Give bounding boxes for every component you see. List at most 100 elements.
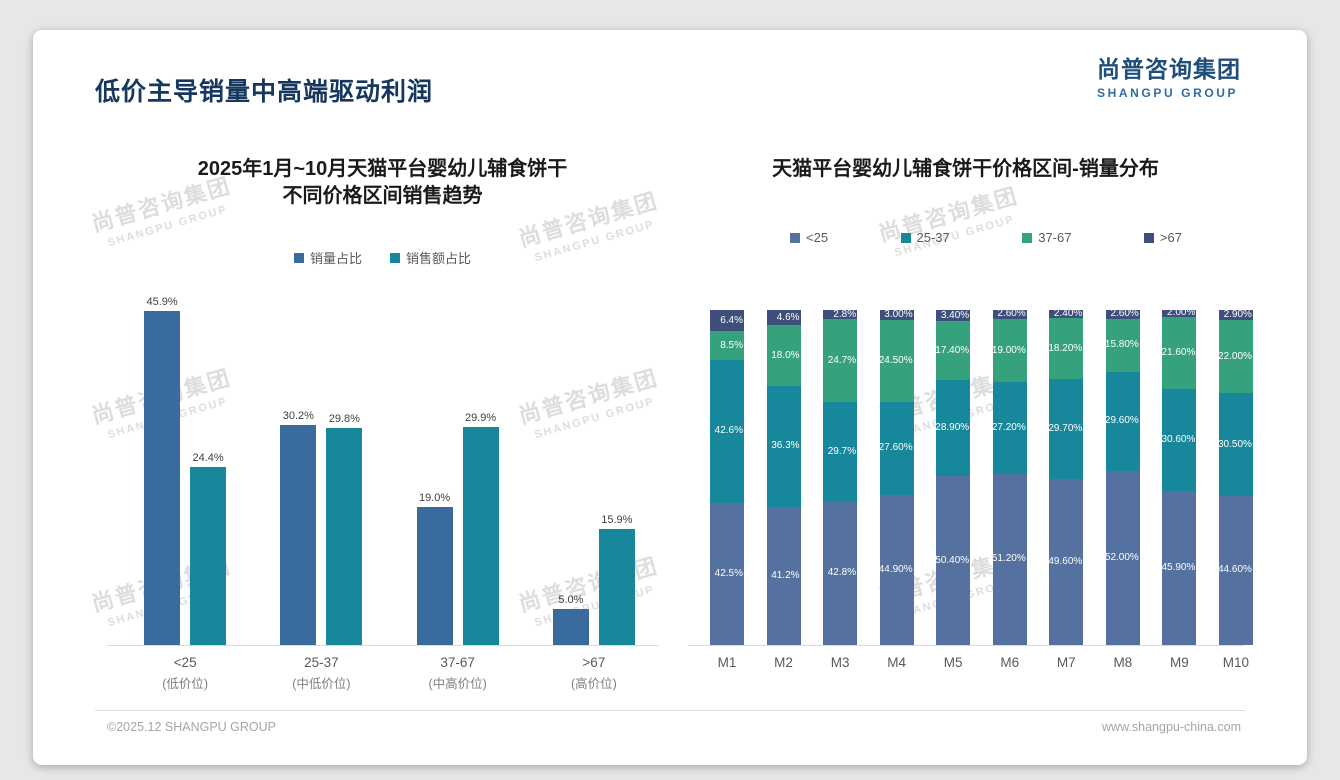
segment-label: 19.00% xyxy=(992,344,1026,356)
stacked-bar-M4: 44.90% 27.60% 24.50% 3.00% xyxy=(879,309,914,645)
x-axis-label: 25-37 (中低价位) xyxy=(253,655,389,692)
segment-label: 2.90% xyxy=(1223,308,1252,320)
legend-item-销售额占比: 销售额占比 xyxy=(390,248,471,267)
segment->67: 4.6% xyxy=(766,310,801,326)
footer-divider xyxy=(95,710,1245,711)
segment-label: 2.60% xyxy=(1110,308,1139,320)
stacked-bar-M2: 41.2% 36.3% 18.0% 4.6% xyxy=(766,310,801,645)
segment-label: 49.60% xyxy=(1049,555,1083,567)
bar-wrap: 19.0% xyxy=(416,491,453,645)
segment-25-37: 27.60% xyxy=(879,402,914,495)
bar-wrap: 45.9% xyxy=(144,295,181,645)
segment->67: 3.40% xyxy=(936,310,971,322)
bar-wrap: 5.0% xyxy=(552,593,589,645)
bar-group: 5.0% 15.9% xyxy=(526,293,662,645)
stacked-bar-M1: 42.5% 42.6% 8.5% 6.4% xyxy=(710,310,744,645)
segment-25-37: 29.7% xyxy=(823,402,858,502)
legend-label: <25 xyxy=(806,230,829,245)
segment-37-67: 24.7% xyxy=(823,319,858,403)
x-axis-label-main: 37-67 xyxy=(440,655,475,670)
segment->67: 2.8% xyxy=(823,308,858,320)
segment-label: 18.20% xyxy=(1049,342,1083,354)
segment-label: 2.40% xyxy=(1053,308,1083,320)
segment-label: 2.8% xyxy=(833,308,857,320)
bar-value-label: 19.0% xyxy=(419,491,451,504)
segment-label: 42.5% xyxy=(714,567,743,579)
legend-label: 37-67 xyxy=(1038,230,1072,245)
segment-label: 29.7% xyxy=(827,445,857,457)
legend-swatch xyxy=(1143,232,1154,243)
x-axis-label: M3 xyxy=(830,655,850,670)
segment-label: 50.40% xyxy=(936,554,970,566)
segment-37-67: 18.20% xyxy=(1049,318,1084,380)
segment-label: 24.50% xyxy=(879,355,913,367)
segment-label: 42.8% xyxy=(827,567,857,579)
x-axis-label: M2 xyxy=(774,655,793,670)
segment->67: 2.60% xyxy=(1105,308,1140,320)
x-axis-label-sub: (低价位) xyxy=(162,677,209,691)
left-chart: 2025年1月~10月天猫平台婴幼儿辅食饼干 不同价格区间销售趋势 销量占比 销售… xyxy=(95,150,670,710)
bar-group: 30.2% 29.8% xyxy=(253,293,389,645)
bar-wrap: 24.4% xyxy=(190,452,227,645)
segment-label: 51.20% xyxy=(992,553,1026,565)
bar-group: 45.9% 24.4% xyxy=(117,293,253,645)
slide: 尚普咨询集团 SHANGPU GROUP 尚普咨询集团 SHANGPU GROUP 尚普… xyxy=(33,30,1307,765)
segment-label: 36.3% xyxy=(771,440,800,452)
x-axis-label: M7 xyxy=(1056,655,1076,670)
legend-label: >67 xyxy=(1159,230,1182,245)
stacked-bar-M8: 52.00% 29.60% 15.80% 2.60% xyxy=(1105,308,1140,645)
bar-value-label: 29.9% xyxy=(465,412,497,425)
footer-website: www.shangpu-china.com xyxy=(1102,720,1241,734)
x-axis-label: 37-67 (中高价位) xyxy=(390,655,526,692)
segment-25-37: 30.60% xyxy=(1162,388,1197,492)
segment->67: 2.90% xyxy=(1218,308,1253,320)
bar-value-label: 45.9% xyxy=(146,295,178,308)
x-axis-label-main: 25-37 xyxy=(304,655,339,670)
legend-swatch xyxy=(790,232,800,243)
segment-label: 44.90% xyxy=(879,563,913,575)
legend-label: 25-37 xyxy=(916,230,950,245)
segment-37-67: 22.00% xyxy=(1218,319,1253,394)
x-axis-label: M9 xyxy=(1169,655,1189,670)
bar-销售额占比 xyxy=(190,467,227,645)
segment-<25: 50.40% xyxy=(936,476,971,645)
legend-label: 销售额占比 xyxy=(406,251,472,266)
x-axis-label: M5 xyxy=(943,655,963,670)
x-axis-label: >67 (高价位) xyxy=(526,655,662,692)
grouped-x-axis: <25 (低价位) 25-37 (中低价位) 37-67 (中高价位) >67 (高价位) xyxy=(117,655,662,692)
bar-wrap: 15.9% xyxy=(598,514,635,645)
stacked-bar-M10: 44.60% 30.50% 22.00% 2.90% xyxy=(1218,308,1253,645)
logo-cn-text: 尚普咨询集团 xyxy=(1097,56,1241,82)
logo: 尚普咨询集团 SHANGPU GROUP xyxy=(1097,50,1241,100)
x-axis-label: M4 xyxy=(887,655,907,670)
bar-wrap: 30.2% xyxy=(280,410,317,645)
segment-<25: 49.60% xyxy=(1049,478,1084,645)
segment-<25: 44.90% xyxy=(879,494,914,645)
legend-swatch xyxy=(900,232,911,243)
segment-25-37: 36.3% xyxy=(766,385,801,508)
segment-label: 3.00% xyxy=(884,309,913,321)
bar-销量占比 xyxy=(552,608,589,645)
segment-37-67: 8.5% xyxy=(710,331,744,360)
segment-label: 2.00% xyxy=(1167,307,1196,319)
bar-销售额占比 xyxy=(326,428,363,645)
stacked-bar-M6: 51.20% 27.20% 19.00% 2.60% xyxy=(992,308,1027,645)
stacked-x-axis: M1 M2 M3 M4 M5 M6 M7 M8 M9 M10 xyxy=(710,655,1253,670)
segment-label: 4.6% xyxy=(776,311,800,323)
legend-item-25-37: 25-37 xyxy=(900,230,950,245)
segment-label: 15.80% xyxy=(1105,339,1139,351)
legend-item-销量占比: 销量占比 xyxy=(293,248,362,267)
bar-wrap: 29.8% xyxy=(326,413,363,645)
bar-value-label: 5.0% xyxy=(558,593,584,606)
legend-item->67: >67 xyxy=(1143,230,1182,245)
segment-label: 29.70% xyxy=(1049,423,1083,435)
footer-copyright: ©2025.12 SHANGPU GROUP xyxy=(107,720,276,734)
segment-label: 29.60% xyxy=(1105,415,1139,427)
bar-value-label: 29.8% xyxy=(328,413,360,425)
segment-label: 27.60% xyxy=(879,442,913,454)
x-axis-label-sub: (中低价位) xyxy=(292,677,351,691)
segment-label: 2.60% xyxy=(997,308,1026,320)
x-axis-label: M10 xyxy=(1222,655,1250,670)
legend-item-<25: <25 xyxy=(790,230,828,245)
x-axis-label: M1 xyxy=(717,655,737,670)
